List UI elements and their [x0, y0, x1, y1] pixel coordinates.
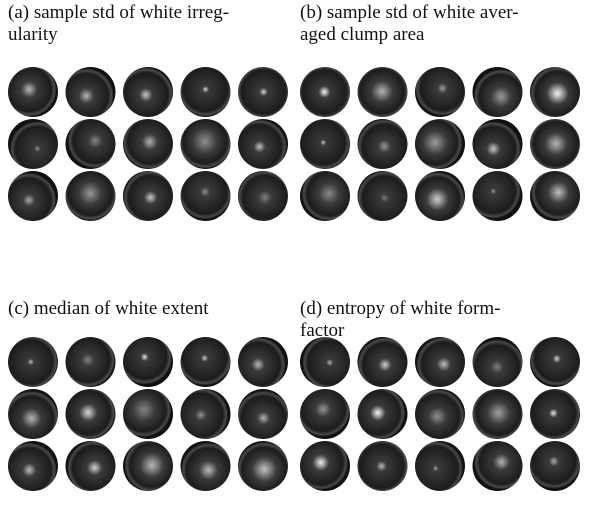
well-image [530, 441, 580, 491]
well-image [238, 119, 288, 169]
well-image [530, 389, 580, 439]
figure: (a) sample std of white irreg- ularity (… [0, 0, 590, 519]
well-image [473, 67, 523, 117]
well-image [66, 389, 116, 439]
well-image [473, 389, 523, 439]
well-image [66, 171, 116, 221]
well-image [300, 171, 350, 221]
well-image [238, 171, 288, 221]
well-image [415, 389, 465, 439]
well-image [66, 337, 116, 387]
well-image [300, 441, 350, 491]
well-image [358, 171, 408, 221]
well-image [300, 389, 350, 439]
well-image [238, 67, 288, 117]
well-image [181, 119, 231, 169]
well-image [123, 337, 173, 387]
well-image [358, 119, 408, 169]
well-image [181, 171, 231, 221]
well-image [415, 337, 465, 387]
well-image [238, 337, 288, 387]
well-image [300, 337, 350, 387]
well-image [358, 389, 408, 439]
well-image [358, 441, 408, 491]
well-image [530, 119, 580, 169]
well-image [181, 441, 231, 491]
well-image [123, 67, 173, 117]
well-image [415, 441, 465, 491]
well-image [181, 389, 231, 439]
well-image [300, 67, 350, 117]
well-image [415, 67, 465, 117]
well-image [123, 171, 173, 221]
well-image [530, 337, 580, 387]
well-image [8, 67, 58, 117]
well-image [238, 389, 288, 439]
image-grids [0, 0, 590, 519]
well-image [473, 337, 523, 387]
well-image [8, 119, 58, 169]
well-image [530, 67, 580, 117]
well-image [8, 389, 58, 439]
well-image [473, 119, 523, 169]
well-image [238, 441, 288, 491]
well-image [530, 171, 580, 221]
well-image [473, 171, 523, 221]
well-image [8, 337, 58, 387]
well-image [181, 67, 231, 117]
well-image [358, 337, 408, 387]
well-image [123, 441, 173, 491]
well-image [473, 441, 523, 491]
well-image [66, 119, 116, 169]
well-image [181, 337, 231, 387]
well-image [358, 67, 408, 117]
well-image [123, 389, 173, 439]
well-image [66, 67, 116, 117]
well-image [123, 119, 173, 169]
well-image [300, 119, 350, 169]
well-image [8, 441, 58, 491]
well-image [415, 119, 465, 169]
well-image [415, 171, 465, 221]
well-image [8, 171, 58, 221]
well-image [66, 441, 116, 491]
